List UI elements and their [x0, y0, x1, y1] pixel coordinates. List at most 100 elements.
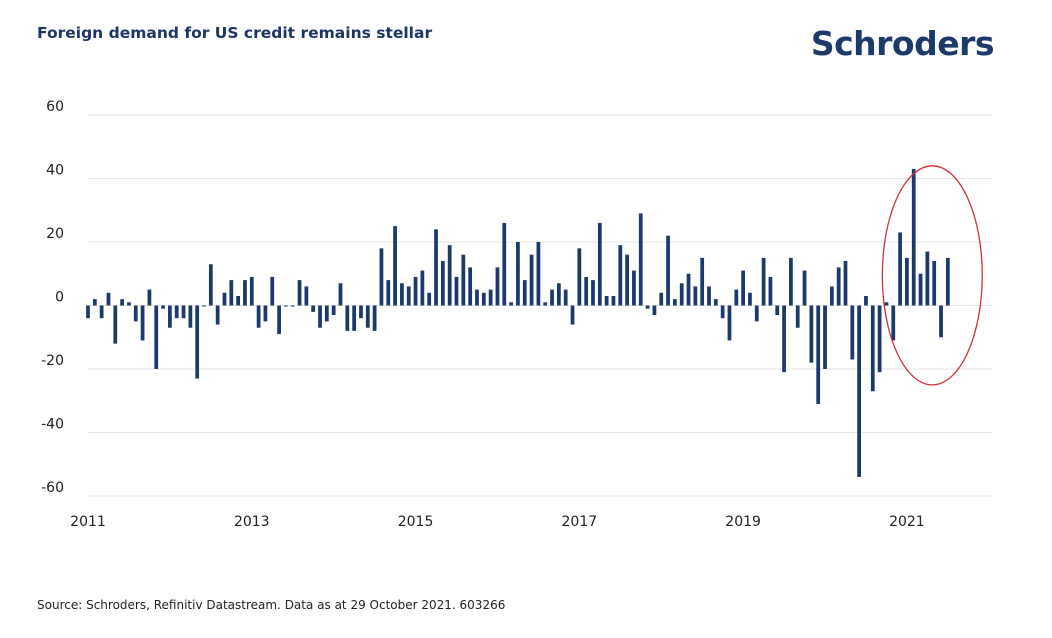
- bar: [686, 273, 691, 306]
- bar: [679, 283, 684, 306]
- bar: [263, 305, 268, 322]
- bar: [475, 289, 479, 306]
- bar: [604, 295, 609, 306]
- bar: [434, 229, 438, 306]
- bar: [768, 276, 773, 306]
- bar: [864, 295, 868, 306]
- bar: [249, 276, 254, 306]
- bar: [911, 168, 916, 306]
- bar: [318, 305, 322, 328]
- bar: [809, 305, 814, 363]
- bar: [372, 305, 377, 331]
- bar: [236, 295, 241, 306]
- bar-chart: 60 40 20 0 -20 -40 -60 2011 2013 2015 2017 2019 202…: [41, 99, 992, 530]
- bar: [488, 289, 493, 306]
- bar: [522, 280, 527, 306]
- bar: [802, 270, 807, 306]
- bar: [215, 305, 220, 325]
- bar: [577, 248, 582, 306]
- bar: [734, 289, 739, 306]
- bar: [454, 276, 459, 306]
- bar: [550, 289, 554, 306]
- bar: [775, 305, 780, 316]
- bar: [147, 289, 152, 306]
- bar: [638, 213, 643, 306]
- bar: [693, 286, 698, 306]
- highlight-annotation: [881, 165, 983, 386]
- bar: [720, 305, 725, 319]
- bar: [447, 245, 452, 306]
- bar: [611, 295, 616, 306]
- bar: [420, 270, 425, 306]
- bar: [270, 276, 275, 306]
- bar: [461, 254, 466, 306]
- bar: [188, 305, 193, 328]
- x-tick-label: 2013: [234, 514, 270, 530]
- bar: [741, 270, 746, 306]
- bar: [243, 280, 247, 306]
- bar: [413, 276, 418, 306]
- bar: [345, 305, 350, 331]
- bar: [727, 305, 732, 341]
- y-axis-ticks: 60 40 20 0 -20 -40 -60: [41, 99, 64, 496]
- x-tick-label: 2017: [562, 514, 598, 530]
- bar: [925, 251, 930, 306]
- bar: [673, 299, 677, 306]
- bar: [86, 305, 90, 319]
- bar: [516, 242, 520, 306]
- bar: [495, 267, 500, 306]
- bar: [509, 302, 513, 306]
- bar: [823, 305, 827, 369]
- bar: [789, 257, 793, 306]
- x-tick-label: 2011: [70, 514, 106, 530]
- bar: [284, 305, 288, 307]
- bar: [393, 226, 397, 306]
- bar: [700, 257, 705, 306]
- bar: [591, 280, 595, 306]
- schroders-logo: Schroders: [810, 24, 995, 63]
- bar: [870, 305, 875, 392]
- x-tick-label: 2021: [889, 514, 925, 530]
- bar: [106, 292, 111, 306]
- bar: [379, 248, 384, 306]
- bar: [563, 289, 568, 306]
- chart-title: Foreign demand for US credit remains ste…: [37, 24, 433, 42]
- bar: [625, 254, 629, 306]
- bar: [92, 299, 97, 306]
- bar: [536, 242, 541, 306]
- bar: [406, 286, 411, 306]
- bar: [529, 254, 534, 306]
- y-tick-label: 0: [55, 290, 64, 306]
- bar: [857, 305, 862, 477]
- bar: [481, 292, 486, 306]
- bar: [99, 305, 104, 319]
- bar: [748, 292, 752, 306]
- bar: [181, 305, 186, 319]
- bar: [331, 305, 336, 316]
- bar: [222, 292, 227, 306]
- bar: [338, 283, 343, 306]
- bar: [597, 222, 602, 306]
- y-tick-label: -20: [41, 353, 64, 369]
- bar: [174, 305, 179, 319]
- bar: [290, 305, 295, 307]
- bar: [440, 261, 445, 306]
- bar: [277, 305, 281, 335]
- bar: [829, 286, 834, 306]
- bar: [304, 286, 309, 306]
- bar: [754, 305, 759, 322]
- bar: [850, 305, 855, 360]
- bar: [140, 305, 145, 341]
- bar: [898, 232, 902, 306]
- bar: [891, 305, 896, 341]
- bar: [127, 302, 131, 306]
- bar: [556, 283, 561, 306]
- bar: [945, 257, 950, 306]
- bar: [133, 305, 138, 322]
- bar: [256, 305, 261, 328]
- bar: [468, 267, 473, 306]
- bar: [400, 283, 404, 306]
- bar: [836, 267, 841, 306]
- y-tick-label: -60: [41, 480, 64, 496]
- bar: [365, 305, 370, 328]
